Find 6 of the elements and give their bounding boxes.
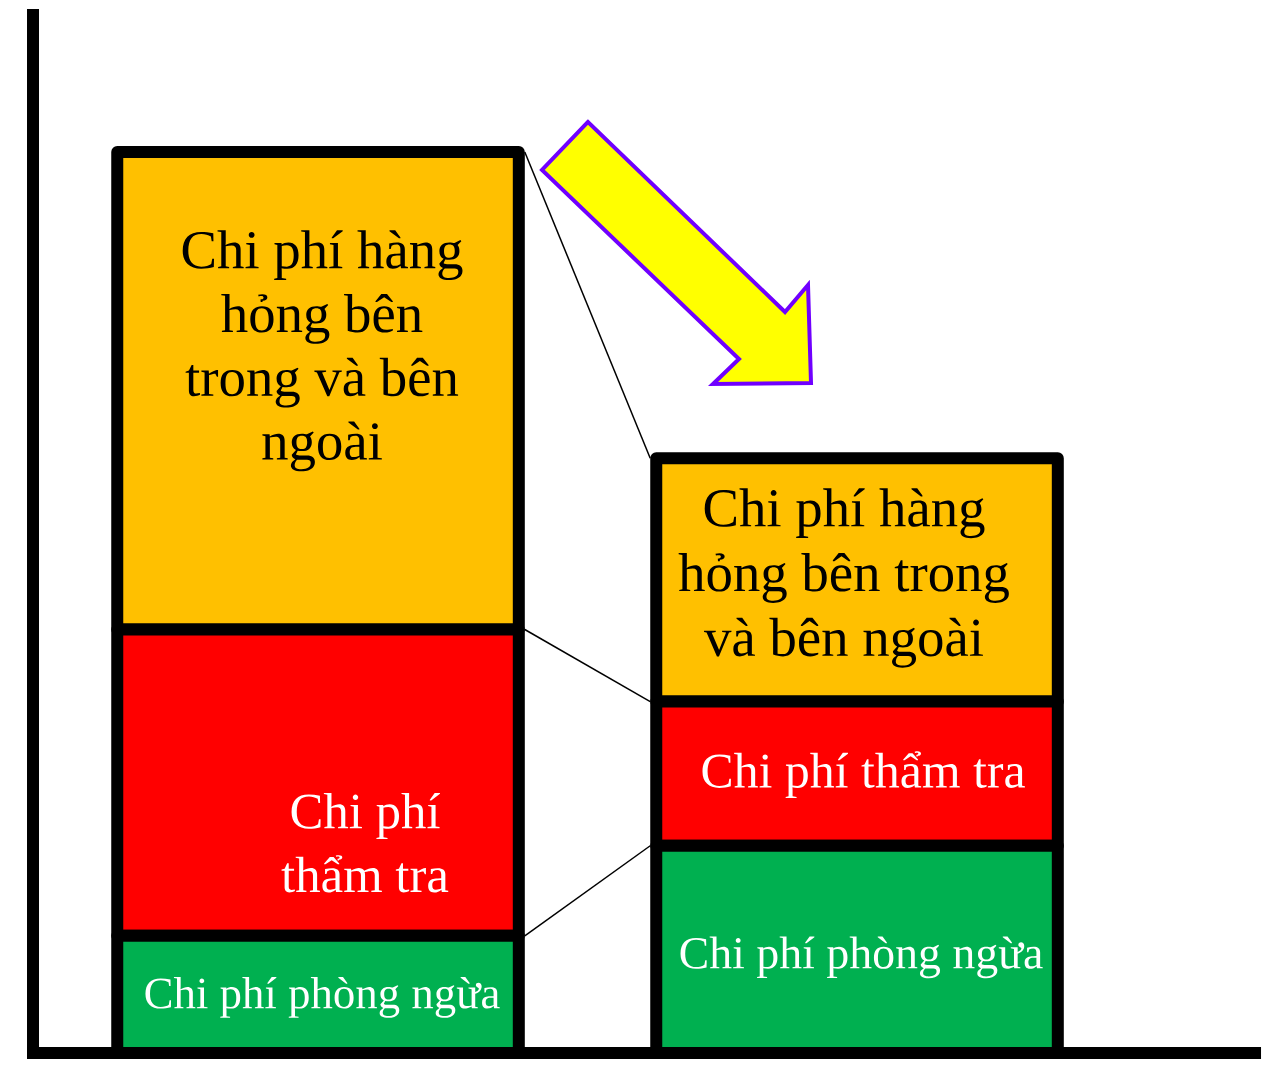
text: Chi phí phòng ngừa (145, 977, 500, 1018)
text: Chi phí thẩm tra (281, 792, 449, 893)
series-label: Chi phí thẩm tra (702, 751, 1025, 799)
text: Chi phí hàng hỏng bên trong và bên ngoài (182, 230, 463, 472)
series-label: Chi phí hàng hỏng bên trong và bên ngoài (678, 488, 1009, 668)
series-label: Chi phí phòng ngừa (680, 936, 1043, 979)
